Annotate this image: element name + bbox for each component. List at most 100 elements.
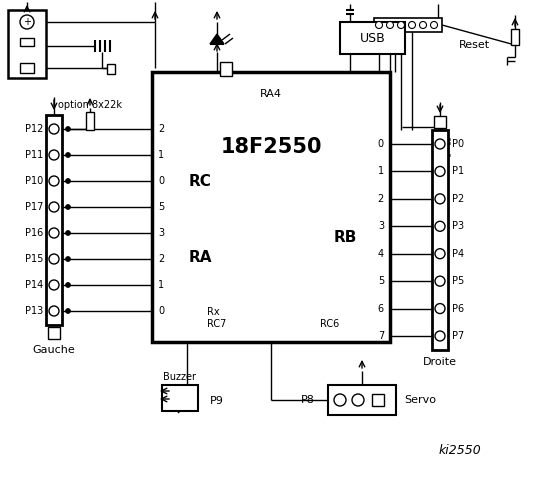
Text: Reset: Reset bbox=[459, 40, 490, 50]
Bar bbox=[434, 116, 446, 128]
Bar bbox=[152, 72, 390, 342]
Text: P16: P16 bbox=[25, 228, 43, 238]
Text: 1: 1 bbox=[158, 150, 164, 160]
Text: 18F2550: 18F2550 bbox=[220, 137, 322, 157]
Text: P3: P3 bbox=[452, 221, 464, 231]
Text: P4: P4 bbox=[452, 249, 464, 259]
Bar bbox=[86, 112, 94, 130]
Text: 7: 7 bbox=[378, 331, 384, 341]
Bar bbox=[374, 18, 442, 32]
Circle shape bbox=[65, 204, 70, 209]
Circle shape bbox=[435, 331, 445, 341]
Text: P14: P14 bbox=[25, 280, 43, 290]
Text: P13: P13 bbox=[25, 306, 43, 316]
Circle shape bbox=[65, 127, 70, 132]
Bar bbox=[372, 394, 384, 406]
Text: P5: P5 bbox=[452, 276, 465, 286]
Text: RB: RB bbox=[333, 229, 357, 244]
Text: P6: P6 bbox=[452, 303, 464, 313]
Text: RC6: RC6 bbox=[320, 319, 339, 329]
Circle shape bbox=[49, 150, 59, 160]
Text: P15: P15 bbox=[25, 254, 43, 264]
Text: 0: 0 bbox=[158, 176, 164, 186]
Text: USB: USB bbox=[359, 32, 385, 45]
Circle shape bbox=[435, 249, 445, 259]
Text: P17: P17 bbox=[25, 202, 43, 212]
Circle shape bbox=[20, 15, 34, 29]
Bar bbox=[20, 38, 34, 46]
Text: 6: 6 bbox=[378, 303, 384, 313]
Text: P11: P11 bbox=[25, 150, 43, 160]
Circle shape bbox=[387, 22, 394, 28]
Text: 2: 2 bbox=[378, 194, 384, 204]
Text: P8: P8 bbox=[301, 395, 315, 405]
Polygon shape bbox=[170, 393, 182, 409]
Text: Rx: Rx bbox=[207, 307, 220, 317]
Text: P1: P1 bbox=[452, 167, 464, 177]
Text: P12: P12 bbox=[25, 124, 43, 134]
Circle shape bbox=[409, 22, 415, 28]
Circle shape bbox=[435, 276, 445, 286]
Text: 2: 2 bbox=[158, 124, 164, 134]
Circle shape bbox=[49, 228, 59, 238]
Text: RC: RC bbox=[189, 175, 211, 190]
Circle shape bbox=[435, 221, 445, 231]
Bar bbox=[8, 10, 46, 78]
Text: Droite: Droite bbox=[423, 357, 457, 367]
Text: ki2550: ki2550 bbox=[439, 444, 481, 456]
Circle shape bbox=[334, 394, 346, 406]
Text: P2: P2 bbox=[452, 194, 465, 204]
Text: 3: 3 bbox=[158, 228, 164, 238]
Circle shape bbox=[65, 153, 70, 157]
Text: RA4: RA4 bbox=[260, 89, 282, 99]
Bar bbox=[432, 130, 448, 350]
Text: Gauche: Gauche bbox=[33, 345, 75, 355]
Circle shape bbox=[435, 139, 445, 149]
Circle shape bbox=[435, 194, 445, 204]
Bar bbox=[162, 385, 198, 411]
Text: 0: 0 bbox=[158, 306, 164, 316]
Bar bbox=[511, 29, 519, 45]
Bar bbox=[46, 115, 62, 325]
Circle shape bbox=[352, 394, 364, 406]
Circle shape bbox=[49, 280, 59, 290]
Text: P10: P10 bbox=[25, 176, 43, 186]
Text: option 8x22k: option 8x22k bbox=[58, 100, 122, 110]
Text: 5: 5 bbox=[378, 276, 384, 286]
Text: 2: 2 bbox=[158, 254, 164, 264]
Bar bbox=[20, 63, 34, 73]
Text: Buzzer: Buzzer bbox=[164, 372, 196, 382]
Circle shape bbox=[49, 254, 59, 264]
Text: 1: 1 bbox=[158, 280, 164, 290]
Text: 3: 3 bbox=[378, 221, 384, 231]
Text: P0: P0 bbox=[452, 139, 464, 149]
Text: RC7: RC7 bbox=[207, 319, 226, 329]
Circle shape bbox=[49, 124, 59, 134]
Circle shape bbox=[65, 230, 70, 236]
Text: +: + bbox=[23, 17, 31, 27]
Circle shape bbox=[435, 167, 445, 177]
Circle shape bbox=[398, 22, 404, 28]
Circle shape bbox=[435, 303, 445, 313]
Text: RA: RA bbox=[188, 250, 212, 264]
Text: 4: 4 bbox=[378, 249, 384, 259]
Text: P7: P7 bbox=[452, 331, 465, 341]
Circle shape bbox=[49, 306, 59, 316]
Text: 0: 0 bbox=[378, 139, 384, 149]
Circle shape bbox=[430, 22, 437, 28]
Circle shape bbox=[420, 22, 426, 28]
Polygon shape bbox=[210, 34, 224, 44]
Text: 5: 5 bbox=[158, 202, 164, 212]
Circle shape bbox=[65, 256, 70, 262]
Polygon shape bbox=[19, 58, 33, 68]
Bar bbox=[328, 385, 396, 415]
Circle shape bbox=[65, 283, 70, 288]
Circle shape bbox=[65, 179, 70, 183]
Circle shape bbox=[375, 22, 383, 28]
Bar bbox=[48, 327, 60, 339]
Bar bbox=[107, 64, 115, 74]
Bar bbox=[220, 62, 232, 76]
Bar bbox=[340, 22, 405, 54]
Text: 1: 1 bbox=[378, 167, 384, 177]
Text: Servo: Servo bbox=[404, 395, 436, 405]
